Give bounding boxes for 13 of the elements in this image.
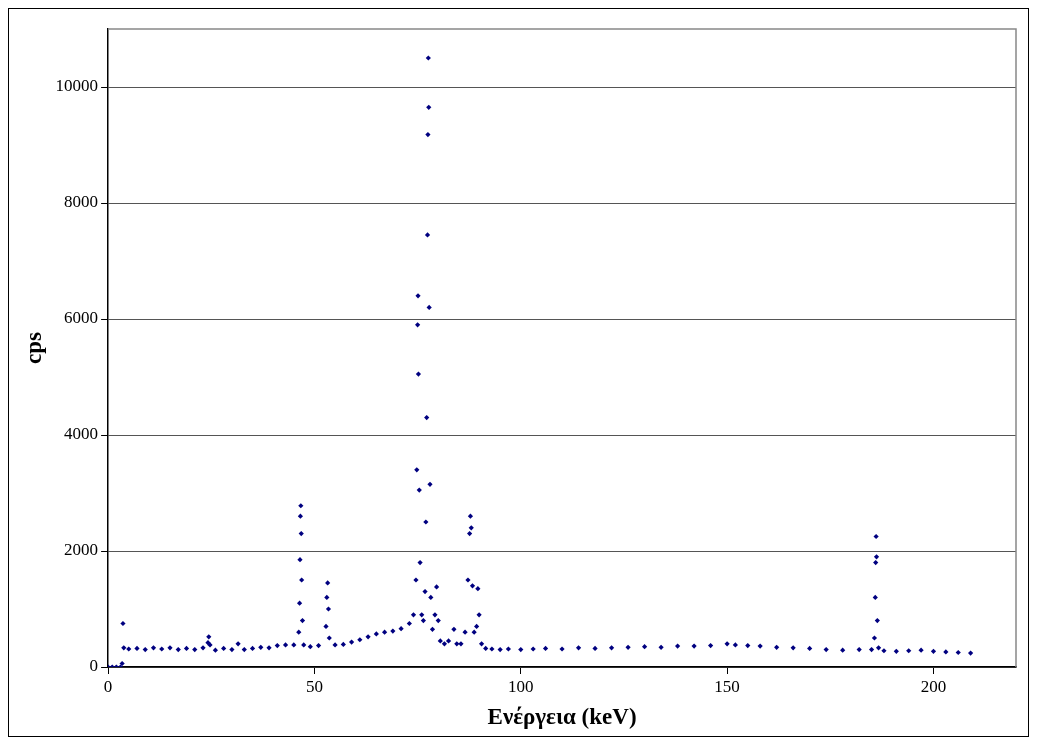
- x-axis-title: Ενέργεια (keV): [487, 704, 637, 730]
- y-tick-label: 2000: [64, 540, 99, 560]
- x-tick-label: 100: [508, 676, 534, 696]
- x-tick-label: 0: [103, 676, 113, 696]
- x-tick-label: 200: [920, 676, 947, 696]
- y-tick-label: 0: [89, 656, 99, 676]
- y-tick-label: 4000: [64, 424, 99, 444]
- y-tick-label: 10000: [55, 76, 99, 96]
- x-tick-label: 50: [305, 676, 323, 696]
- y-axis-title: cps: [20, 331, 46, 364]
- y-tick-label: 8000: [64, 192, 99, 212]
- y-tick-label: 6000: [64, 308, 99, 328]
- x-tick-label: 150: [714, 676, 740, 696]
